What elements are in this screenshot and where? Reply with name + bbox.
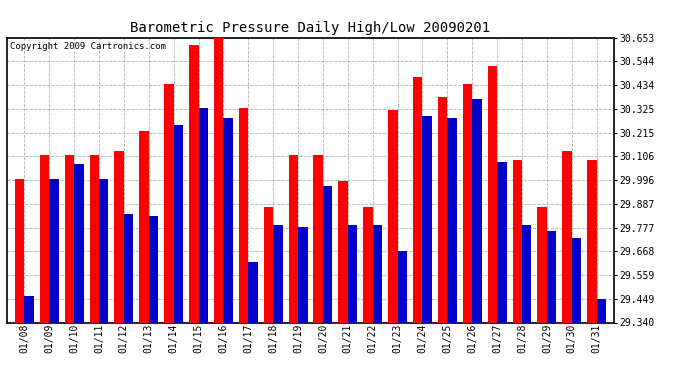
Bar	[547, 231, 556, 322]
Bar	[99, 179, 108, 322]
Bar	[373, 225, 382, 322]
Bar	[348, 225, 357, 322]
Bar	[323, 186, 333, 322]
Bar	[463, 84, 472, 322]
Bar	[239, 108, 248, 322]
Text: Copyright 2009 Cartronics.com: Copyright 2009 Cartronics.com	[10, 42, 166, 51]
Bar	[149, 216, 158, 322]
Bar	[273, 225, 283, 322]
Bar	[438, 97, 447, 322]
Bar	[214, 38, 224, 322]
Bar	[447, 118, 457, 322]
Bar	[313, 155, 323, 322]
Bar	[562, 151, 572, 322]
Bar	[397, 251, 407, 322]
Bar	[472, 99, 482, 322]
Bar	[15, 179, 24, 322]
Bar	[363, 207, 373, 322]
Bar	[115, 151, 124, 322]
Bar	[587, 160, 597, 322]
Bar	[288, 155, 298, 322]
Bar	[224, 118, 233, 322]
Bar	[40, 155, 49, 322]
Bar	[199, 108, 208, 322]
Bar	[513, 160, 522, 322]
Bar	[338, 182, 348, 322]
Bar	[388, 110, 397, 322]
Bar	[65, 155, 74, 322]
Bar	[597, 298, 606, 322]
Bar	[497, 162, 506, 322]
Bar	[124, 214, 133, 322]
Bar	[264, 207, 273, 322]
Bar	[298, 227, 308, 322]
Bar	[24, 297, 34, 322]
Bar	[49, 179, 59, 322]
Bar	[90, 155, 99, 322]
Title: Barometric Pressure Daily High/Low 20090201: Barometric Pressure Daily High/Low 20090…	[130, 21, 491, 35]
Bar	[422, 116, 432, 322]
Bar	[248, 262, 258, 322]
Bar	[189, 45, 199, 322]
Bar	[164, 84, 174, 322]
Bar	[174, 125, 183, 322]
Bar	[139, 132, 149, 322]
Bar	[74, 164, 83, 322]
Bar	[488, 66, 497, 322]
Bar	[413, 77, 422, 322]
Bar	[522, 225, 531, 322]
Bar	[538, 207, 547, 322]
Bar	[572, 238, 581, 322]
